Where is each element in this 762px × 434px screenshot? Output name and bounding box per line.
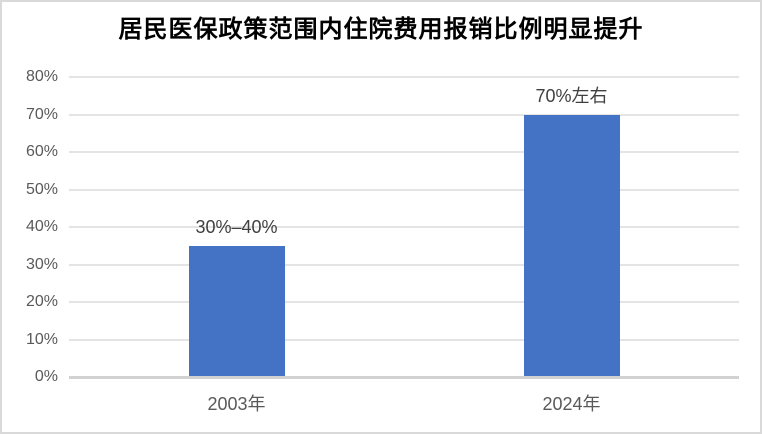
- y-tick-label: 0%: [34, 368, 58, 385]
- y-tick-label: 30%: [25, 255, 58, 273]
- y-tick-label: 80%: [25, 68, 58, 85]
- y-tick-label: 50%: [25, 180, 58, 198]
- y-tick-label: 10%: [25, 330, 58, 348]
- gridline: [69, 188, 739, 191]
- x-tick-label: 2024年: [542, 394, 601, 414]
- y-tick-label: 70%: [25, 105, 58, 123]
- x-axis-line: [69, 376, 739, 379]
- gridline: [69, 76, 739, 78]
- gridline: [69, 338, 739, 341]
- data-label: 70%左右: [535, 85, 608, 106]
- data-label: 30%–40%: [195, 216, 278, 237]
- plot-area: 0% 10% 20% 30% 40% 50% 60% 70% 80% 30%–40% 2003年 70…: [26, 69, 739, 413]
- bar-2024年: [523, 114, 620, 377]
- x-tick-label: 2003年: [207, 394, 266, 414]
- chart-title: 居民医保政策范围内住院费用报销比例明显提升: [118, 16, 644, 43]
- gridline: [69, 226, 739, 228]
- gridline: [69, 151, 739, 153]
- gridline: [69, 113, 739, 116]
- gridline: [69, 263, 739, 266]
- y-tick-label: 60%: [25, 143, 58, 160]
- y-tick-label: 40%: [25, 218, 58, 235]
- gridline: [69, 301, 739, 303]
- bar-2003年: [188, 245, 285, 377]
- y-tick-label: 20%: [25, 293, 58, 310]
